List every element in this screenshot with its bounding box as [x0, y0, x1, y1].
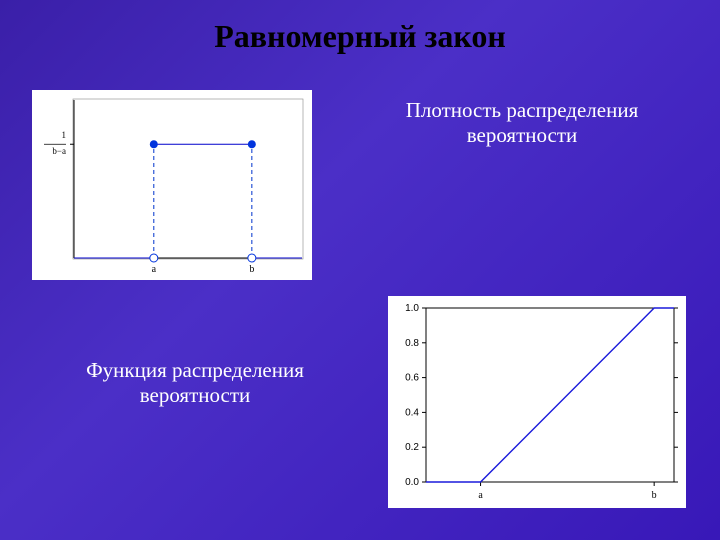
svg-text:1.0: 1.0 [405, 303, 419, 314]
svg-text:b−a: b−a [52, 146, 66, 156]
svg-text:b: b [652, 490, 657, 501]
pdf-chart: 1 b−a a b [32, 90, 312, 280]
pdf-label: Плотность распределения вероятности [372, 98, 672, 148]
slide-title: Равномерный закон [0, 18, 720, 55]
svg-text:0.4: 0.4 [405, 407, 419, 418]
cdf-chart-svg: 0.0 0.2 0.4 0.6 0.8 1.0 a b [388, 296, 686, 508]
cdf-label: Функция распределения вероятности [50, 358, 340, 408]
svg-text:a: a [478, 490, 483, 501]
pdf-chart-svg: 1 b−a a b [32, 90, 312, 280]
svg-text:0.0: 0.0 [405, 477, 419, 488]
svg-text:0.8: 0.8 [405, 338, 419, 349]
svg-text:a: a [152, 264, 157, 275]
cdf-chart: 0.0 0.2 0.4 0.6 0.8 1.0 a b [388, 296, 686, 508]
svg-text:0.2: 0.2 [405, 442, 419, 453]
svg-text:1: 1 [62, 130, 67, 140]
svg-text:b: b [249, 264, 254, 275]
svg-text:0.6: 0.6 [405, 373, 419, 384]
